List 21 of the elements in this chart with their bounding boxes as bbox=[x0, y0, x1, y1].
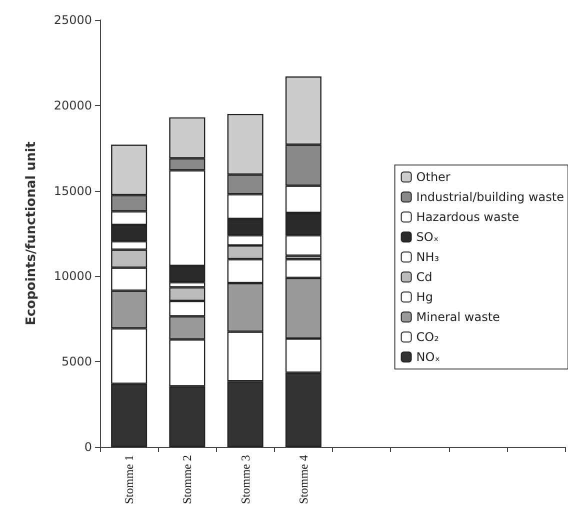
y-tick-label: 5000 bbox=[61, 354, 92, 369]
y-axis-title: Ecopoints/functional unit bbox=[24, 142, 39, 326]
legend-label: Other bbox=[416, 170, 450, 184]
legend-label: NOₓ bbox=[416, 350, 440, 364]
legend-label: NH₃ bbox=[416, 250, 440, 264]
y-tick-label: 10000 bbox=[54, 269, 92, 284]
y-tick-label: 0 bbox=[84, 440, 92, 454]
legend-label: Cd bbox=[416, 270, 432, 284]
legend-label: Hazardous waste bbox=[416, 210, 520, 224]
legend-label: Industrial/building waste bbox=[416, 190, 564, 204]
y-tick-label: 25000 bbox=[54, 13, 92, 27]
legend-label: Hg bbox=[416, 290, 433, 304]
x-tick-label: Stomme 3 bbox=[238, 455, 252, 504]
x-tick-label: Stomme 4 bbox=[296, 455, 310, 504]
y-tick-label: 15000 bbox=[54, 184, 92, 198]
legend-label: CO₂ bbox=[416, 330, 440, 344]
y-tick-label: 20000 bbox=[54, 98, 92, 112]
x-tick-label: Stomme 2 bbox=[180, 455, 194, 504]
legend-label: Mineral waste bbox=[416, 310, 500, 324]
x-tick-label: Stomme 1 bbox=[122, 455, 136, 504]
legend-label: SOₓ bbox=[416, 230, 439, 244]
